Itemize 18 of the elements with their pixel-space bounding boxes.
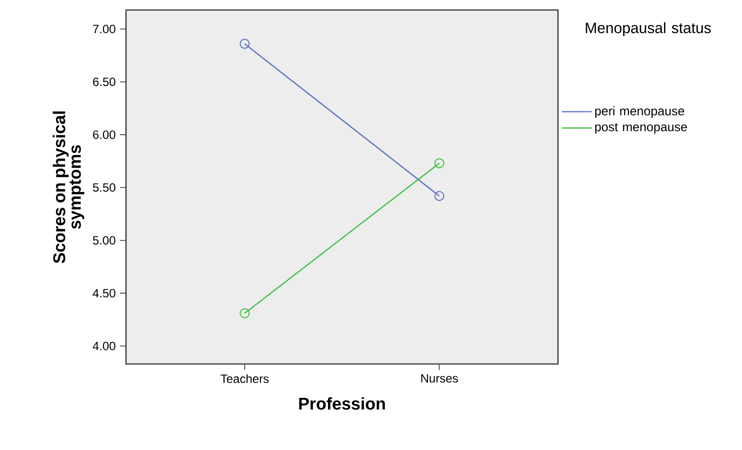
- y-axis-title: Scores on physical symptoms: [52, 111, 84, 264]
- y-tick-label: 6.50: [93, 78, 116, 86]
- legend-label: post menopause: [595, 123, 687, 134]
- x-axis-title: Profession: [299, 397, 385, 410]
- y-tick-label: 7.00: [93, 24, 116, 34]
- y-tick-label: 4.50: [92, 288, 116, 298]
- point: [434, 158, 444, 168]
- x-tick-label: Teachers: [220, 374, 269, 383]
- y-tick-label: 6.00: [93, 130, 116, 139]
- point: [240, 308, 250, 318]
- y-tick-label: 5.00: [92, 236, 116, 245]
- legend-title: Menopausal status: [586, 22, 711, 36]
- point: [434, 190, 444, 201]
- y-tick-label: 4.00: [92, 342, 116, 350]
- x-tick-label: Nurses: [421, 374, 458, 383]
- point: [240, 38, 250, 49]
- legend-label: peri menopause: [595, 106, 684, 118]
- y-tick-label: 5.50: [92, 183, 116, 192]
